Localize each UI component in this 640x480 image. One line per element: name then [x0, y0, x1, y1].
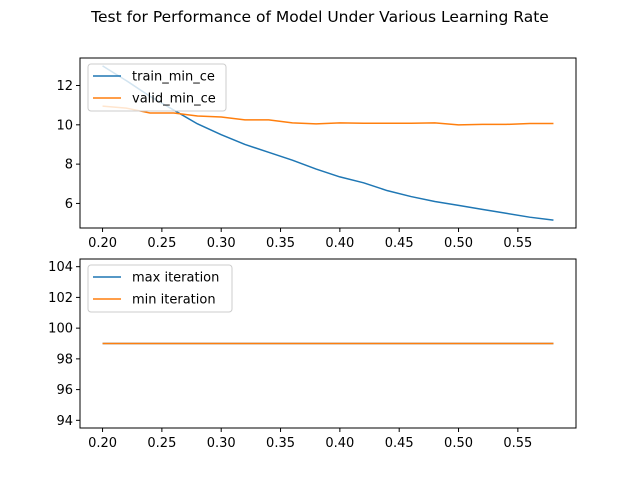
- x-tick-label: 0.35: [266, 236, 295, 251]
- x-tick-label: 0.25: [147, 236, 176, 251]
- x-tick-label: 0.50: [444, 236, 473, 251]
- figure-title: Test for Performance of Model Under Vari…: [90, 8, 549, 26]
- x-tick-label: 0.40: [325, 236, 354, 251]
- x-tick-label: 0.55: [503, 436, 532, 451]
- x-tick-label: 0.30: [207, 236, 236, 251]
- series-line-valid-min-ce: [102, 105, 554, 126]
- axes-frame: [79, 57, 577, 229]
- legend-label: max iteration: [132, 271, 219, 286]
- x-tick-label: 0.30: [207, 436, 236, 451]
- x-tick-label: 0.25: [147, 436, 176, 451]
- legend-label: min iteration: [132, 293, 216, 308]
- legend: max iteration min iteration: [87, 264, 233, 313]
- y-tick-label: 100: [48, 322, 73, 337]
- x-tick-label: 0.50: [444, 436, 473, 451]
- legend-label: valid_min_ce: [132, 92, 216, 107]
- y-tick-label: 8: [65, 158, 73, 173]
- chart-panel-cross-entropy: 0.20 0.25 0.30 0.35 0.40 0.45 0.50 0.55 6 8 10 12 tr…: [56, 57, 577, 251]
- axes-frame: [79, 258, 577, 429]
- x-tick-label: 0.20: [88, 236, 117, 251]
- legend: train_min_ce valid_min_ce: [87, 63, 227, 112]
- series-line-train-min-ce: [102, 65, 554, 221]
- legend-label: train_min_ce: [132, 70, 215, 85]
- y-tick-label: 10: [56, 118, 73, 133]
- y-tick-label: 102: [48, 291, 73, 306]
- y-tick-label: 104: [48, 260, 73, 275]
- y-tick-label: 94: [56, 414, 73, 429]
- legend-box: [87, 63, 227, 112]
- x-tick-label: 0.20: [88, 436, 117, 451]
- y-tick-label: 12: [56, 79, 73, 94]
- x-tick-label: 0.45: [385, 436, 414, 451]
- y-tick-label: 98: [56, 352, 73, 367]
- x-tick-label: 0.35: [266, 436, 295, 451]
- x-tick-label: 0.45: [385, 236, 414, 251]
- y-tick-label: 96: [56, 383, 73, 398]
- x-tick-label: 0.40: [325, 436, 354, 451]
- x-tick-label: 0.55: [503, 236, 532, 251]
- y-tick-label: 6: [65, 197, 73, 212]
- chart-panel-iterations: 0.20 0.25 0.30 0.35 0.40 0.45 0.50 0.55 94 96 98 10…: [48, 258, 577, 451]
- legend-box: [87, 264, 233, 313]
